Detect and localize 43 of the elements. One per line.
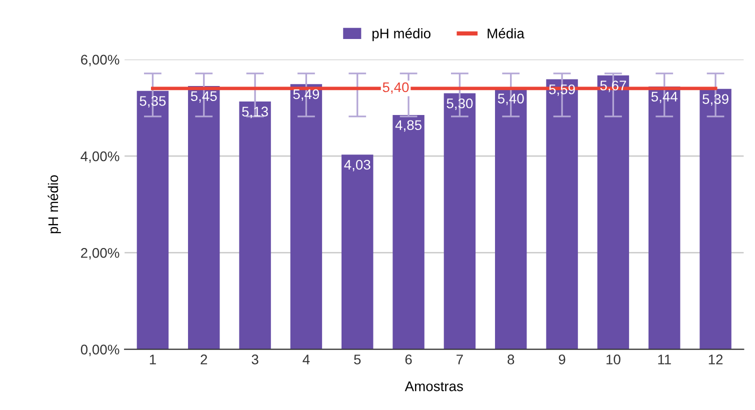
bar [495,88,527,350]
data-label: 5,39 [702,94,728,106]
x-tick-label: 11 [658,354,671,364]
data-label: 5,40 [498,94,524,106]
y-tick-label: 0,00% [80,344,120,356]
bar [444,93,476,350]
legend-label: Média [488,28,524,38]
y-tick-label: 4,00% [80,151,120,163]
bar [342,154,374,350]
data-label: 5,67 [600,80,626,92]
data-label: 5,44 [651,92,678,104]
data-label: 4,85 [395,120,422,132]
x-tick-label: 7 [456,354,463,364]
bar [136,90,169,350]
x-tick-label: 9 [558,354,566,364]
x-tick-label: 2 [200,354,208,364]
bar [392,115,424,350]
x-tick-label: 6 [405,354,412,364]
bar [239,101,271,350]
y-tick-label: 6,00% [81,54,120,66]
x-tick-label: 8 [508,354,514,364]
x-tick-label: 12 [708,354,723,364]
y-tick-label: 2,00% [81,248,120,260]
x-tick-label: 3 [252,354,258,364]
data-label: 5,40 [382,82,409,94]
x-tick-label: 10 [606,354,620,364]
data-label: 5,35 [140,96,166,108]
bar [700,88,732,350]
y-axis-title: pH médio [48,175,61,234]
data-label: 5,30 [446,98,473,110]
x-tick-label: 4 [302,354,310,364]
bar [546,79,578,350]
data-label: 5,49 [293,89,320,101]
x-tick-label: 5 [354,354,361,364]
legend-label: pH médio [372,28,430,42]
x-tick-label: 1 [150,354,156,364]
x-axis-title: Amostras [404,382,463,392]
data-label: 5,13 [242,106,268,118]
bar [290,84,322,350]
data-label: 5,45 [190,91,217,103]
bar [597,75,630,350]
data-label: 4,03 [344,160,370,172]
bar [188,86,220,350]
